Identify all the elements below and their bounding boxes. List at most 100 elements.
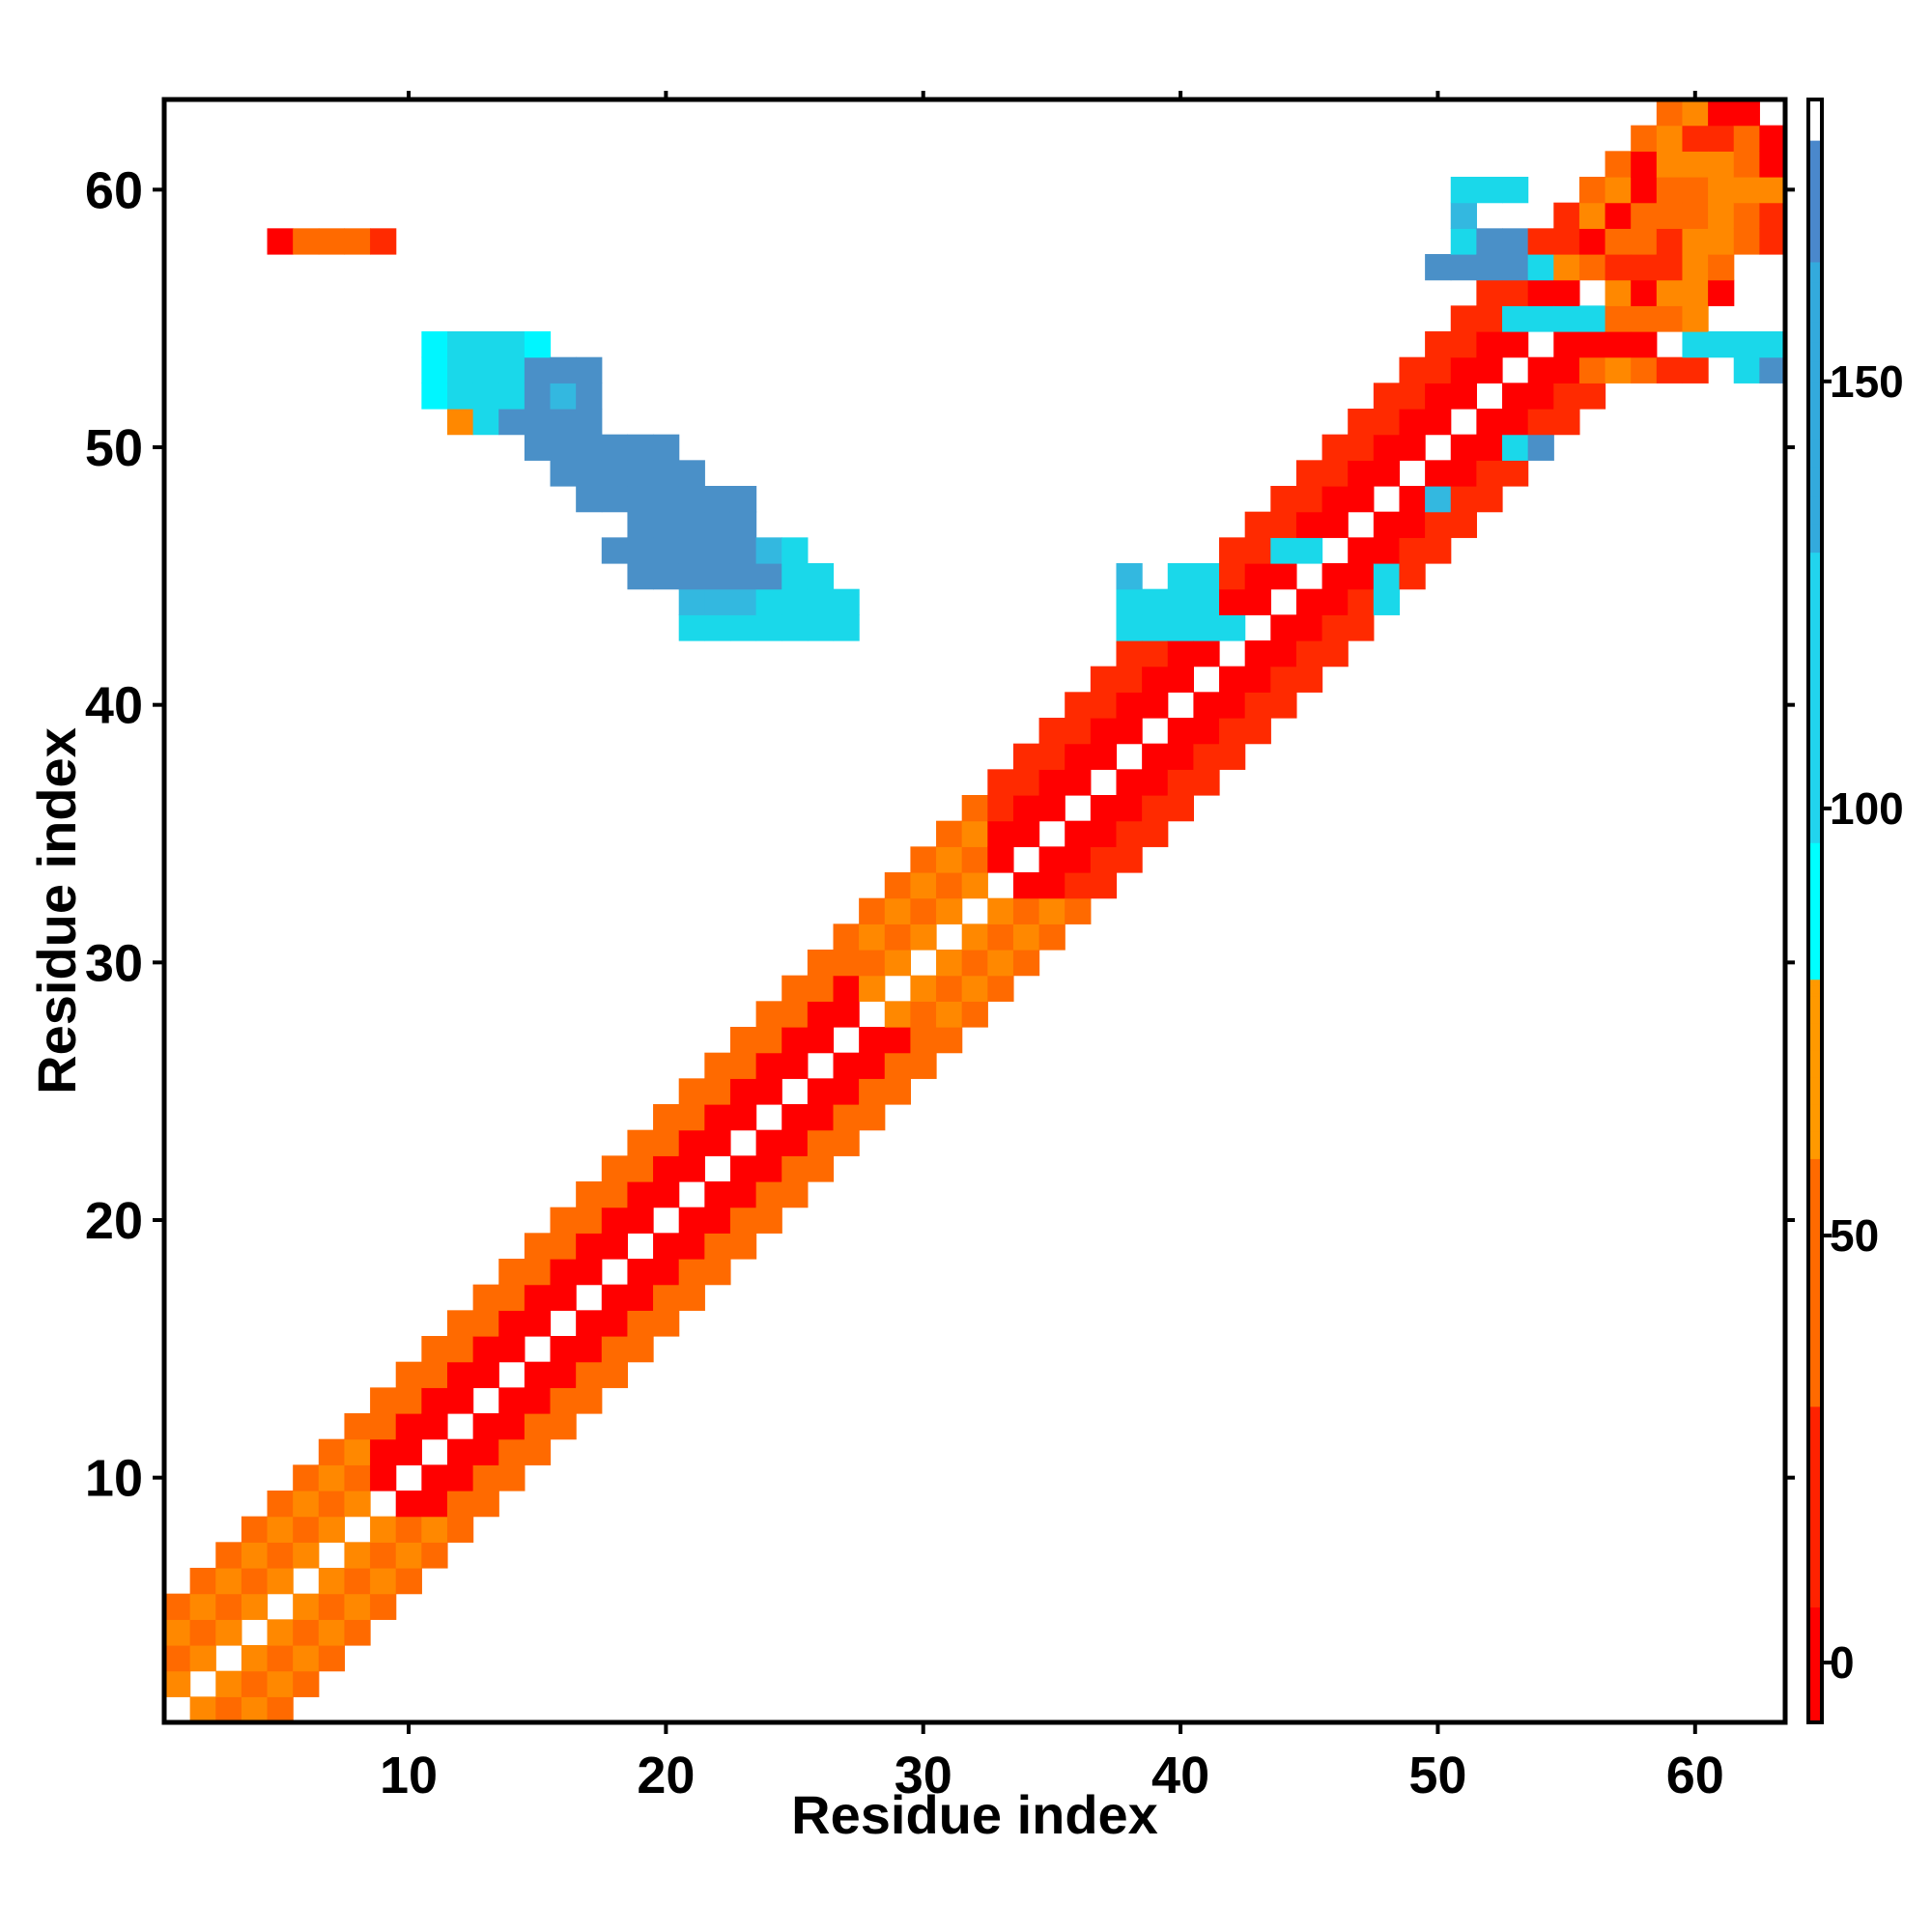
- heatmap-cell: [1348, 614, 1375, 641]
- heatmap-cell: [1527, 409, 1554, 436]
- heatmap-cell: [1450, 434, 1477, 461]
- heatmap-cell: [1321, 588, 1349, 615]
- heatmap-cell: [1708, 279, 1735, 306]
- heatmap-cell: [446, 356, 474, 384]
- colorbar-segment: [1808, 996, 1822, 1024]
- colorbar-segment: [1808, 1463, 1822, 1479]
- heatmap-cell: [421, 1336, 448, 1363]
- heatmap-cell: [755, 1027, 782, 1054]
- colorbar-tick-label: 50: [1830, 1210, 1879, 1261]
- colorbar-segment: [1808, 979, 1822, 983]
- colorbar-segment: [1808, 666, 1822, 696]
- heatmap-cell: [472, 383, 499, 410]
- heatmap-cell: [1682, 202, 1709, 229]
- heatmap-cell: [215, 1593, 242, 1620]
- heatmap-cell: [1553, 254, 1580, 281]
- heatmap-cell: [936, 1001, 963, 1028]
- heatmap-cell: [1708, 177, 1735, 204]
- heatmap-cell: [1425, 460, 1452, 487]
- heatmap-cell: [267, 1516, 294, 1543]
- heatmap-cell: [627, 1284, 654, 1311]
- heatmap-cell: [627, 1181, 654, 1208]
- heatmap-cell: [344, 1438, 371, 1465]
- heatmap-cell: [755, 1052, 782, 1079]
- heatmap-cell: [1682, 356, 1709, 384]
- heatmap-cell: [807, 1129, 835, 1156]
- colorbar-segment: [1808, 242, 1822, 263]
- heatmap-cell: [729, 563, 757, 590]
- heatmap-cell: [781, 1181, 809, 1208]
- heatmap-cell: [1142, 666, 1169, 693]
- heatmap-cell: [1759, 151, 1786, 178]
- heatmap-cell: [1476, 254, 1503, 281]
- heatmap-cell: [859, 1052, 886, 1079]
- colorbar-segment: [1808, 1511, 1822, 1531]
- heatmap-cell: [498, 331, 526, 358]
- heatmap-cell: [550, 1284, 577, 1311]
- heatmap-cell: [678, 537, 705, 564]
- colorbar-segment: [1808, 981, 1822, 986]
- heatmap-cell: [1527, 356, 1554, 384]
- heatmap-cell: [498, 1259, 526, 1286]
- heatmap-cell: [601, 460, 629, 487]
- heatmap-cell: [1759, 228, 1786, 255]
- colorbar-segment: [1808, 1239, 1822, 1267]
- heatmap-cell: [910, 923, 937, 951]
- heatmap-cell: [550, 1259, 577, 1286]
- heatmap-cell: [1167, 718, 1194, 745]
- heatmap-cell: [1090, 872, 1118, 899]
- heatmap-cell: [293, 228, 320, 255]
- colorbar-segment: [1808, 495, 1822, 525]
- heatmap-cell: [344, 1542, 371, 1569]
- heatmap-cell: [1476, 331, 1503, 358]
- heatmap-cell: [936, 950, 963, 977]
- heatmap-cell: [833, 975, 860, 1002]
- heatmap-cell: [472, 409, 499, 436]
- heatmap-cell: [1502, 409, 1529, 436]
- heatmap-cell: [215, 1619, 242, 1646]
- heatmap-cell: [164, 1619, 191, 1646]
- heatmap-cell: [678, 563, 705, 590]
- colorbar-segment: [1808, 108, 1822, 113]
- heatmap-cell: [1425, 331, 1452, 358]
- heatmap-cell: [781, 1104, 809, 1131]
- heatmap-cell: [318, 1438, 346, 1465]
- heatmap-cell: [1219, 718, 1246, 745]
- heatmap-cell: [1090, 718, 1118, 745]
- heatmap-cell: [1708, 254, 1735, 281]
- heatmap-cell: [781, 588, 809, 615]
- heatmap-cell: [1682, 305, 1709, 332]
- heatmap-cell: [833, 1001, 860, 1028]
- heatmap-cell: [241, 1542, 269, 1569]
- heatmap-cell: [833, 923, 860, 951]
- heatmap-cell: [1373, 563, 1401, 590]
- heatmap-cell: [678, 1284, 705, 1311]
- heatmap-cell: [1450, 305, 1477, 332]
- heatmap-cell: [1631, 254, 1658, 281]
- heatmap-cell: [498, 1413, 526, 1440]
- heatmap-cell: [704, 563, 731, 590]
- heatmap-cell: [704, 511, 731, 538]
- heatmap-cell: [833, 1104, 860, 1131]
- colorbar-segment: [1808, 1349, 1822, 1365]
- heatmap-cell: [576, 1259, 603, 1286]
- heatmap-cell: [1038, 795, 1065, 822]
- heatmap-cell: [1605, 202, 1632, 229]
- heatmap-cell: [293, 1619, 320, 1646]
- heatmap-cell: [1527, 254, 1554, 281]
- heatmap-cell: [678, 1207, 705, 1234]
- heatmap-cell: [267, 228, 294, 255]
- heatmap-cell: [1682, 125, 1709, 152]
- heatmap-cell: [1631, 356, 1658, 384]
- heatmap-cell: [472, 1310, 499, 1337]
- heatmap-cell: [1733, 331, 1760, 358]
- heatmap-cell: [576, 434, 603, 461]
- heatmap-cell: [1167, 795, 1194, 822]
- heatmap-cell: [1733, 151, 1760, 178]
- heatmap-cell: [910, 846, 937, 873]
- heatmap-cell: [961, 950, 988, 977]
- heatmap-cell: [1244, 640, 1271, 668]
- heatmap-cell: [1116, 795, 1143, 822]
- heatmap-cell: [961, 975, 988, 1002]
- colorbar-segment: [1808, 524, 1822, 554]
